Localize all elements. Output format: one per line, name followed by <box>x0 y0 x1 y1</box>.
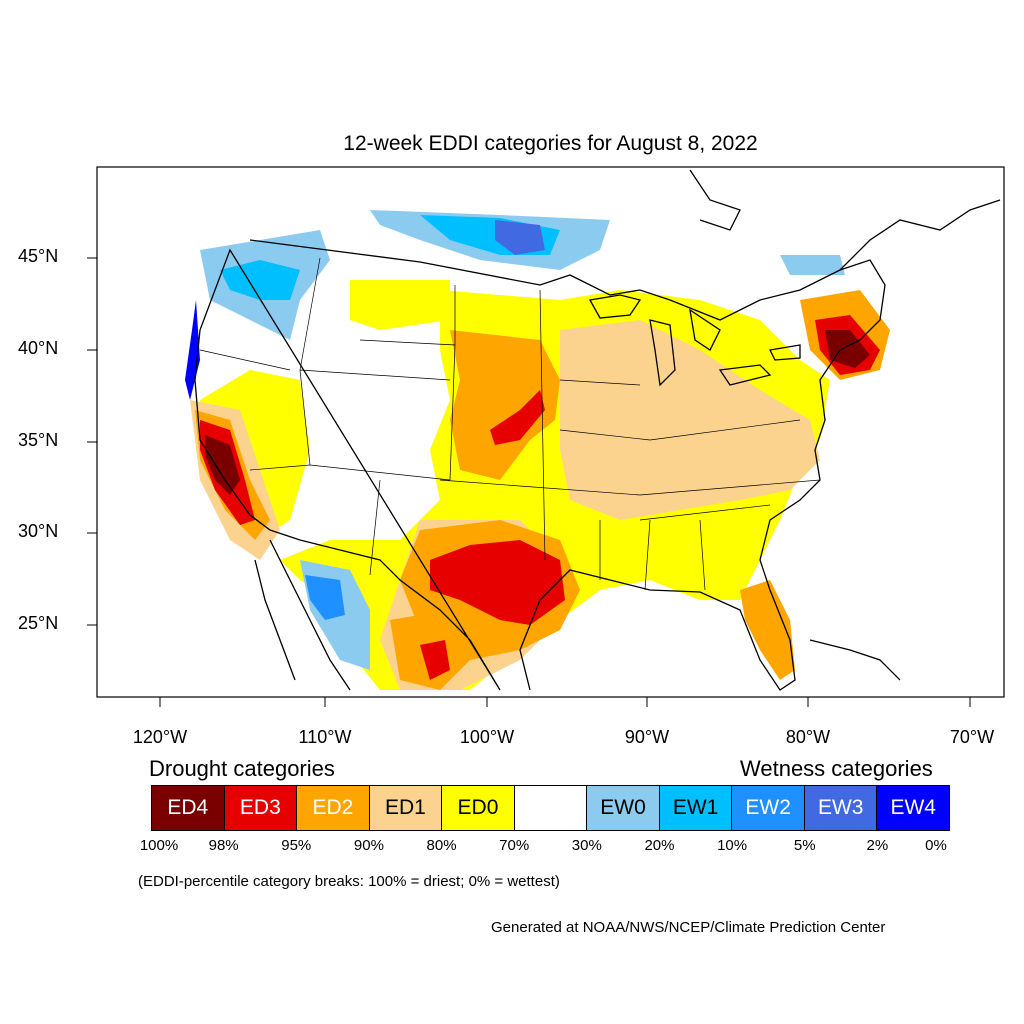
lon-ticks <box>159 697 971 707</box>
percent-break-label: 80% <box>426 837 457 854</box>
percent-break-label: 30% <box>571 837 602 854</box>
ed4-northeast <box>825 330 870 368</box>
legend-swatch-ed2: ED2 <box>297 786 370 830</box>
percent-break-label: 70% <box>499 837 530 854</box>
great-lakes <box>588 294 801 387</box>
us-outline <box>194 239 886 691</box>
cuba <box>809 639 901 681</box>
lon-label-100: 100°W <box>459 727 515 747</box>
legend-swatch-ed3: ED3 <box>224 786 298 830</box>
ed3-sw-tx <box>420 640 450 680</box>
lat-label-40: 40°N <box>18 338 59 358</box>
ew2-southwest <box>305 575 345 620</box>
lon-label-70: 70°W <box>949 727 995 747</box>
ed1-region <box>560 320 820 520</box>
lon-label-120: 120°W <box>132 727 188 747</box>
legend-swatch-ew1: EW1 <box>659 786 733 830</box>
percent-break-label: 20% <box>644 837 675 854</box>
lon-label-80: 80°W <box>785 727 831 747</box>
lat-label-45: 45°N <box>18 246 59 266</box>
legend-swatch-ew3: EW3 <box>804 786 878 830</box>
legend-swatch-ed0: ED0 <box>442 786 515 830</box>
mexico-coast <box>254 539 351 691</box>
credit-text: Generated at NOAA/NWS/NCEP/Climate Predi… <box>491 919 886 936</box>
ed0-northwest <box>350 280 450 330</box>
ew3-lake-superior <box>495 220 545 255</box>
ew1-northwest <box>220 260 300 300</box>
lat-label-35: 35°N <box>18 430 59 450</box>
ed3-nebraska <box>490 390 545 445</box>
wetness-heading: Wetness categories <box>740 756 933 781</box>
percent-break-label: 100% <box>139 837 179 854</box>
legend-swatch-ew2: EW2 <box>732 786 805 830</box>
percent-break-label: 95% <box>281 837 312 854</box>
ed2-plains <box>450 330 560 480</box>
legend-swatch-ew0: EW0 <box>587 786 660 830</box>
legend-swatch-ew4: EW4 <box>877 786 950 830</box>
lon-label-90: 90°W <box>624 727 670 747</box>
legend-swatch-ed4: ED4 <box>152 786 225 830</box>
category-note: (EDDI-percentile category breaks: 100% =… <box>138 873 560 890</box>
percent-break-label: 2% <box>866 837 889 854</box>
ew0-new-england <box>780 255 845 275</box>
percent-break-label: 90% <box>353 837 384 854</box>
state-lines <box>199 257 821 591</box>
map-title: 12-week EDDI categories for August 8, 20… <box>343 132 758 155</box>
ed4-california <box>205 435 240 495</box>
lat-label-25: 25°N <box>18 613 59 633</box>
percent-break-label: 98% <box>208 837 239 854</box>
percent-break-label: 10% <box>717 837 748 854</box>
percent-break-label: 0% <box>925 837 947 854</box>
lat-label-30: 30°N <box>18 521 59 541</box>
category-shading <box>185 210 890 690</box>
percent-break-label: 5% <box>793 837 816 854</box>
drought-heading: Drought categories <box>149 756 335 781</box>
ew4-coast <box>185 300 200 400</box>
legend-swatch-neutral <box>514 786 588 830</box>
legend-swatch-ed1: ED1 <box>369 786 443 830</box>
boundaries <box>194 169 1001 691</box>
canada-coast <box>689 169 1001 271</box>
lat-ticks <box>87 257 97 626</box>
ed3-texas <box>430 540 565 625</box>
ed2-florida <box>740 580 795 680</box>
lon-label-110: 110°W <box>298 727 352 747</box>
legend-color-bar: ED4 ED3 ED2 ED1 ED0 EW0 EW1 EW2 EW3 EW4 <box>151 785 950 831</box>
